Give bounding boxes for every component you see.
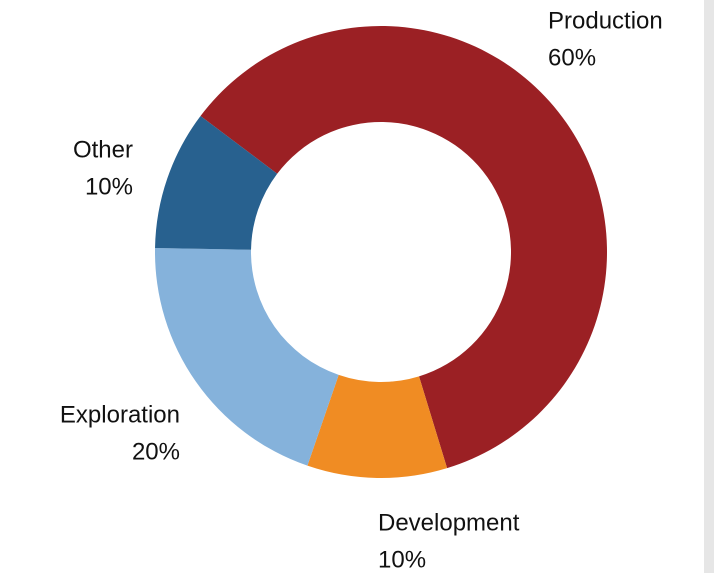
donut-segment bbox=[307, 374, 448, 478]
segment-value-label: 10% bbox=[85, 173, 133, 200]
segment-label: Production bbox=[548, 7, 663, 34]
donut-segment bbox=[200, 25, 608, 469]
segment-label: Development bbox=[378, 509, 520, 536]
donut-segment bbox=[155, 115, 278, 250]
segment-label: Other bbox=[73, 136, 133, 163]
segment-label: Exploration bbox=[60, 401, 180, 428]
segment-value-label: 10% bbox=[378, 546, 426, 573]
segment-value-label: 60% bbox=[548, 44, 596, 71]
right-border bbox=[704, 0, 714, 573]
segment-value-label: 20% bbox=[132, 438, 180, 465]
donut-segment bbox=[154, 248, 339, 466]
